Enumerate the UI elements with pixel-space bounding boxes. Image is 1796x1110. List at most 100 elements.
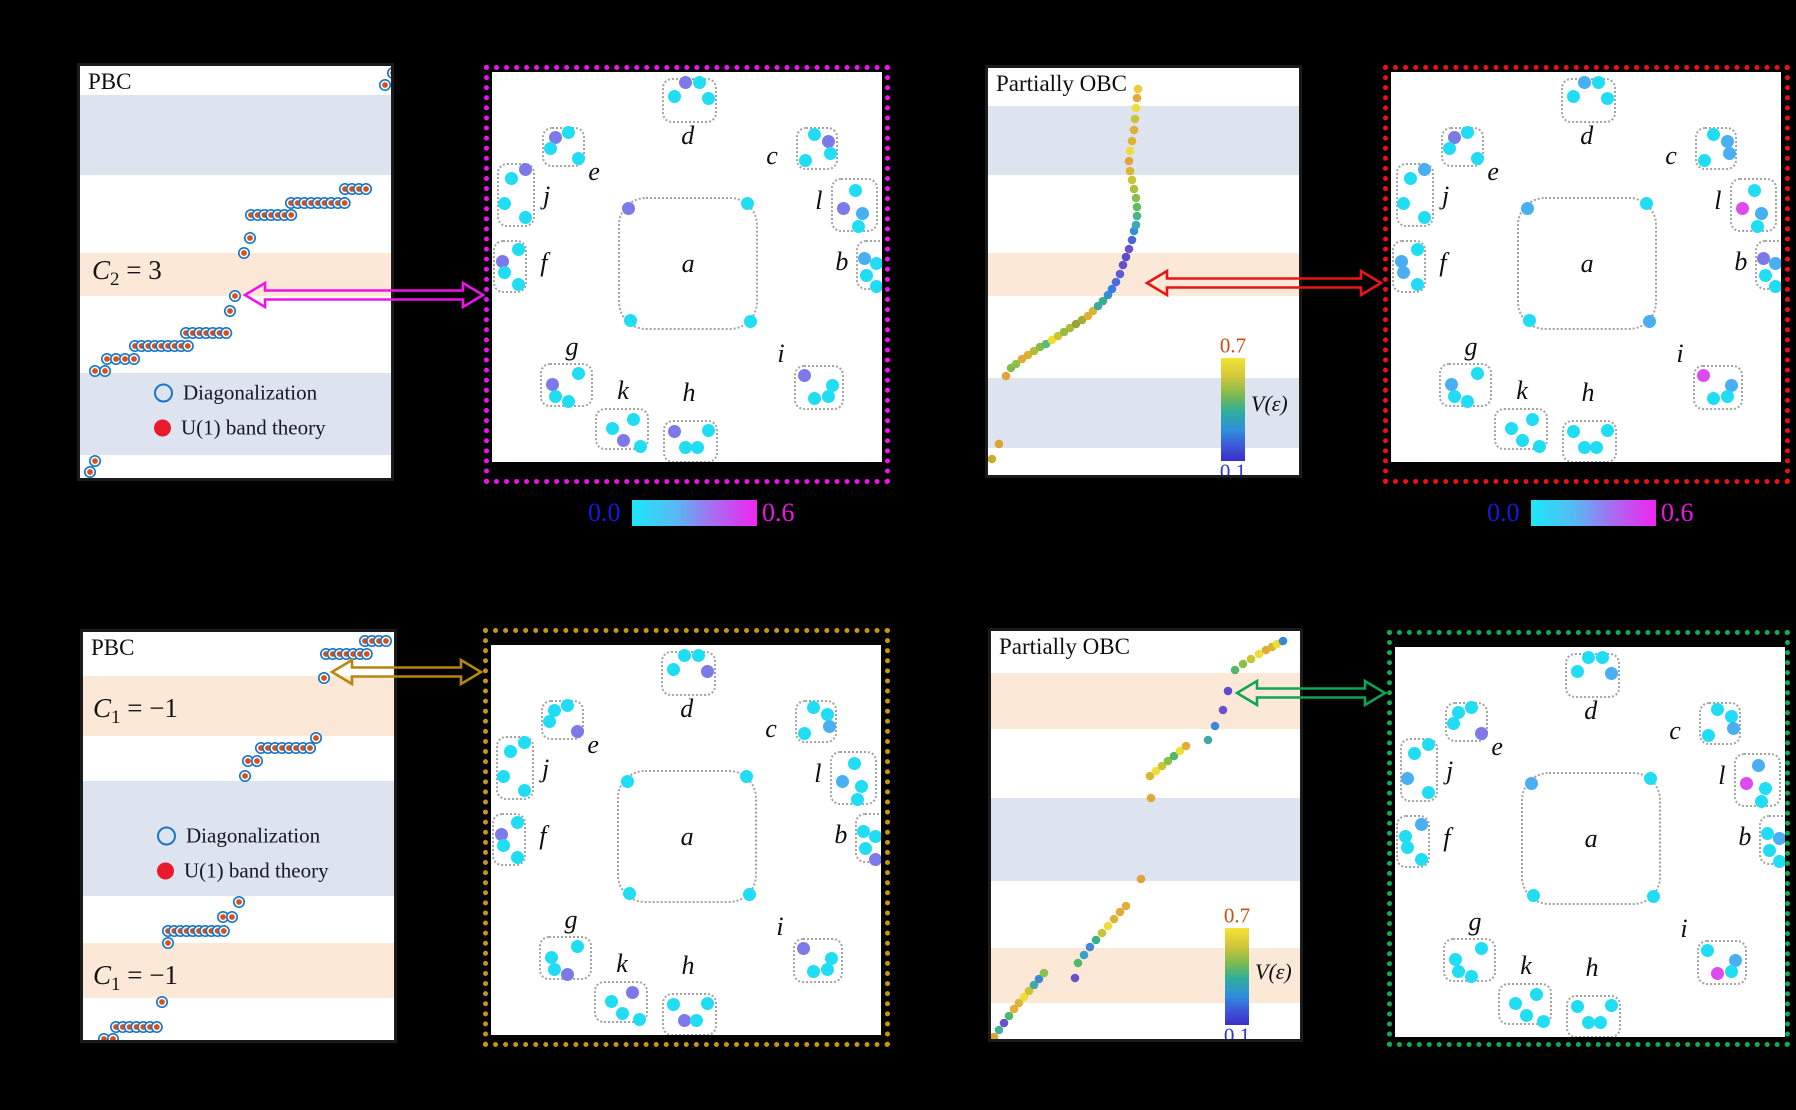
- site-label-g: g: [565, 331, 579, 361]
- staircase-marker-inner: [104, 356, 110, 362]
- legend-item-diagonalization: Diagonalization: [157, 824, 320, 849]
- energy-dot: [1181, 741, 1191, 751]
- site-dot-f-1: [495, 254, 509, 268]
- site-box-f: [492, 813, 527, 867]
- energy-band: [83, 781, 394, 896]
- site-dot-k-1: [1508, 996, 1522, 1010]
- site-box-a: [1516, 197, 1657, 331]
- site-dot-a-2: [622, 887, 636, 901]
- site-box-a: [616, 770, 757, 904]
- site-dot-g-2: [1452, 964, 1466, 978]
- energy-dot: [1218, 705, 1228, 715]
- energy-dot: [1111, 277, 1121, 287]
- site-dot-k-2: [615, 1006, 629, 1020]
- site-dot-a-0: [621, 201, 635, 215]
- energy-dot: [1070, 973, 1080, 983]
- site-label-d: d: [1584, 695, 1598, 725]
- site-label-i: i: [1680, 913, 1688, 943]
- site-dot-j-2: [498, 196, 512, 210]
- site-dot-c-2: [824, 146, 838, 160]
- site-dot-c-3: [1698, 154, 1712, 168]
- energy-dot: [1115, 269, 1125, 279]
- energy-dot: [1169, 751, 1179, 761]
- site-label-b: b: [834, 819, 848, 849]
- site-dot-b-2: [1758, 269, 1772, 283]
- energy-dot: [1132, 211, 1142, 221]
- energy-dot: [1132, 93, 1142, 103]
- site-dot-j-3: [518, 211, 532, 225]
- staircase-marker-inner: [229, 914, 235, 920]
- site-dot-j-2: [1397, 196, 1411, 210]
- site-dot-e-3: [571, 152, 585, 166]
- site-dot-h-1: [1600, 423, 1614, 437]
- panel-title: PBC: [91, 635, 135, 660]
- site-dot-j-1: [505, 172, 519, 186]
- legend-item-band-theory: U(1) band theory: [154, 416, 326, 441]
- site-dot-k-3: [1533, 439, 1547, 453]
- site-dot-a-3: [1642, 315, 1656, 329]
- energy-dot: [1115, 907, 1125, 917]
- site-dot-l-0: [849, 184, 863, 198]
- v-colorbar-max-label: 0.7: [1219, 333, 1247, 358]
- energy-dot: [1127, 235, 1137, 245]
- chern-number-label: C2 = 3: [92, 255, 162, 291]
- lattice-panel-border-red: [1383, 65, 1790, 484]
- site-dot-b-3: [1772, 855, 1785, 869]
- spectrum-dots: [991, 636, 1288, 1039]
- legend-filled-circle-icon: [157, 862, 174, 880]
- spectrum-panel-pbc-top: PBC C2 = 3 Diagonalization U(1) band theory: [77, 63, 394, 481]
- energy-band: [80, 95, 391, 175]
- site-dot-b-2: [859, 269, 873, 283]
- site-dot-h-2: [1582, 1016, 1596, 1030]
- energy-dot: [1278, 636, 1288, 646]
- spectrum-dots: [97, 634, 393, 1040]
- coupling-colorbar-min-label: 0.0: [1487, 498, 1520, 527]
- site-dot-l-3: [1755, 794, 1769, 808]
- v-colorbar-title: V(ε): [1255, 958, 1292, 984]
- staircase-marker-inner: [321, 675, 327, 681]
- site-dot-h-0: [1571, 1000, 1585, 1014]
- site-dot-f-3: [1414, 852, 1428, 866]
- energy-dot: [988, 454, 997, 464]
- staircase-marker-inner: [307, 745, 313, 751]
- site-label-l: l: [815, 186, 823, 216]
- legend-label: Diagonalization: [186, 823, 321, 848]
- site-label-j: j: [542, 181, 551, 211]
- energy-dot: [1121, 252, 1131, 262]
- energy-dot: [1019, 992, 1029, 1002]
- site-dot-c-1: [820, 707, 834, 721]
- site-dot-a-3: [743, 315, 757, 329]
- legend-filled-circle-icon: [154, 419, 171, 437]
- staircase-marker-inner: [102, 368, 108, 374]
- energy-dot: [1203, 735, 1213, 745]
- site-dot-a-3: [1646, 890, 1660, 904]
- site-box-b: [855, 240, 882, 290]
- site-box-a: [1520, 772, 1661, 906]
- site-dot-f-3: [1410, 277, 1424, 291]
- site-dot-a-3: [742, 888, 756, 902]
- site-dot-a-1: [1644, 771, 1658, 785]
- site-dot-b-1: [868, 829, 881, 843]
- site-dot-d-1: [691, 648, 705, 662]
- site-dot-j-2: [497, 769, 511, 783]
- energy-dot: [1130, 114, 1140, 124]
- staircase-marker-inner: [242, 773, 248, 779]
- energy-dot: [991, 1032, 999, 1039]
- site-box-f: [1392, 240, 1427, 294]
- energy-dot: [1131, 193, 1141, 203]
- site-dot-c-3: [799, 154, 813, 168]
- site-dot-a-1: [1640, 196, 1654, 210]
- staircase-marker-outer: [386, 67, 391, 79]
- site-dot-i-0: [796, 942, 810, 956]
- site-label-k: k: [616, 949, 628, 979]
- site-dot-e-0: [548, 131, 562, 145]
- site-dot-i-3: [820, 963, 834, 977]
- staircase-marker-inner: [227, 308, 233, 314]
- site-label-k: k: [1520, 951, 1532, 981]
- energy-dot: [1009, 1004, 1019, 1014]
- energy-dot: [1151, 766, 1161, 776]
- site-box-j: [1400, 737, 1438, 802]
- site-dot-f-0: [510, 815, 524, 829]
- site-dot-f-3: [511, 277, 525, 291]
